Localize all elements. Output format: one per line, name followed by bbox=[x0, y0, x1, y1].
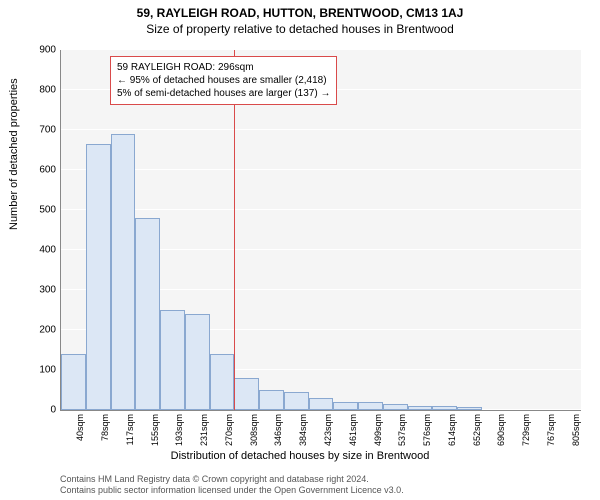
x-tick-label: 270sqm bbox=[224, 414, 234, 446]
gridline bbox=[61, 129, 581, 130]
annotation-line3: 5% of semi-detached houses are larger (1… bbox=[117, 87, 330, 100]
y-tick-label: 0 bbox=[26, 405, 56, 416]
x-tick-label: 652sqm bbox=[472, 414, 482, 446]
x-tick-label: 231sqm bbox=[199, 414, 209, 446]
chart-title-sub: Size of property relative to detached ho… bbox=[0, 20, 600, 36]
y-tick-label: 700 bbox=[26, 125, 56, 136]
histogram-bar bbox=[61, 354, 86, 410]
y-tick-label: 900 bbox=[26, 45, 56, 56]
x-tick-label: 767sqm bbox=[546, 414, 556, 446]
histogram-bar bbox=[408, 406, 433, 410]
histogram-bar bbox=[210, 354, 235, 410]
chart-title-main: 59, RAYLEIGH ROAD, HUTTON, BRENTWOOD, CM… bbox=[0, 0, 600, 20]
histogram-bar bbox=[259, 390, 284, 410]
histogram-bar bbox=[234, 378, 259, 410]
footer-line2: Contains public sector information licen… bbox=[60, 485, 404, 496]
histogram-bar bbox=[432, 406, 457, 410]
x-tick-label: 346sqm bbox=[273, 414, 283, 446]
histogram-bar bbox=[333, 402, 358, 410]
histogram-bar bbox=[284, 392, 309, 410]
gridline bbox=[61, 49, 581, 50]
footer-line1: Contains HM Land Registry data © Crown c… bbox=[60, 474, 404, 485]
gridline bbox=[61, 209, 581, 210]
annotation-line2: ← 95% of detached houses are smaller (2,… bbox=[117, 74, 330, 87]
x-tick-label: 461sqm bbox=[348, 414, 358, 446]
histogram-bar bbox=[358, 402, 383, 410]
histogram-bar bbox=[111, 134, 136, 410]
x-tick-label: 117sqm bbox=[125, 414, 135, 445]
y-tick-label: 800 bbox=[26, 85, 56, 96]
x-tick-label: 729sqm bbox=[521, 414, 531, 446]
y-tick-label: 100 bbox=[26, 365, 56, 376]
histogram-bar bbox=[383, 404, 408, 410]
x-tick-label: 78sqm bbox=[100, 414, 110, 441]
x-tick-label: 690sqm bbox=[496, 414, 506, 446]
gridline bbox=[61, 169, 581, 170]
annotation-line1: 59 RAYLEIGH ROAD: 296sqm bbox=[117, 61, 330, 74]
x-tick-label: 384sqm bbox=[298, 414, 308, 446]
x-tick-label: 308sqm bbox=[249, 414, 259, 446]
histogram-bar bbox=[135, 218, 160, 410]
annotation-callout: 59 RAYLEIGH ROAD: 296sqm ← 95% of detach… bbox=[110, 56, 337, 105]
x-tick-label: 499sqm bbox=[373, 414, 383, 446]
y-tick-label: 500 bbox=[26, 205, 56, 216]
x-tick-label: 193sqm bbox=[174, 414, 184, 446]
y-tick-label: 400 bbox=[26, 245, 56, 256]
x-tick-label: 40sqm bbox=[75, 414, 85, 441]
y-tick-label: 200 bbox=[26, 325, 56, 336]
x-tick-label: 805sqm bbox=[571, 414, 581, 446]
x-axis-label: Distribution of detached houses by size … bbox=[0, 450, 600, 462]
y-axis-label: Number of detached properties bbox=[8, 78, 20, 230]
histogram-bar bbox=[86, 144, 111, 410]
x-tick-label: 537sqm bbox=[397, 414, 407, 446]
histogram-bar bbox=[185, 314, 210, 410]
footer-attribution: Contains HM Land Registry data © Crown c… bbox=[60, 474, 404, 496]
x-tick-label: 155sqm bbox=[150, 414, 160, 446]
y-tick-label: 600 bbox=[26, 165, 56, 176]
x-tick-label: 423sqm bbox=[323, 414, 333, 446]
y-tick-label: 300 bbox=[26, 285, 56, 296]
histogram-bar bbox=[160, 310, 185, 410]
x-tick-label: 576sqm bbox=[422, 414, 432, 446]
histogram-bar bbox=[457, 407, 482, 410]
histogram-bar bbox=[309, 398, 334, 410]
x-tick-label: 614sqm bbox=[447, 414, 457, 446]
